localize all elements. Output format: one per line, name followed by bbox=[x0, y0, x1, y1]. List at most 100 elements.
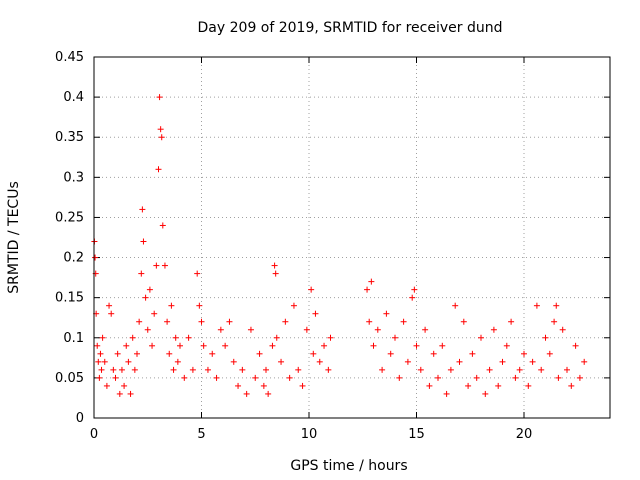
data-point bbox=[110, 366, 117, 373]
data-point bbox=[138, 270, 145, 277]
data-point bbox=[447, 366, 454, 373]
data-point bbox=[411, 286, 418, 293]
data-point bbox=[155, 166, 162, 173]
data-point bbox=[482, 390, 489, 397]
data-point bbox=[94, 342, 101, 349]
data-point bbox=[321, 342, 328, 349]
data-point bbox=[278, 358, 285, 365]
data-point bbox=[168, 302, 175, 309]
y-tick-label: 0.4 bbox=[63, 90, 84, 105]
data-point bbox=[525, 382, 532, 389]
data-point bbox=[185, 334, 192, 341]
data-point bbox=[127, 390, 134, 397]
data-point bbox=[316, 358, 323, 365]
data-point bbox=[533, 302, 540, 309]
data-point bbox=[139, 206, 146, 213]
data-point bbox=[555, 374, 562, 381]
data-point bbox=[426, 382, 433, 389]
data-point bbox=[106, 302, 113, 309]
data-point bbox=[508, 318, 515, 325]
data-point bbox=[473, 374, 480, 381]
data-points bbox=[91, 94, 588, 397]
data-point bbox=[213, 374, 220, 381]
y-tick-label: 0.45 bbox=[55, 50, 84, 65]
x-tick-label: 10 bbox=[301, 427, 318, 442]
data-point bbox=[263, 366, 269, 373]
data-point bbox=[156, 94, 163, 101]
data-point bbox=[400, 318, 407, 325]
y-tick-label: 0.3 bbox=[63, 170, 84, 185]
data-point bbox=[99, 334, 106, 341]
data-point bbox=[243, 390, 250, 397]
data-point bbox=[159, 222, 166, 229]
data-point bbox=[164, 318, 171, 325]
data-point bbox=[131, 366, 138, 373]
y-axis-label: SRMTID / TECUs bbox=[6, 181, 22, 294]
data-point bbox=[112, 374, 119, 381]
data-point bbox=[308, 286, 315, 293]
x-axis-label: GPS time / hours bbox=[290, 458, 407, 474]
data-point bbox=[417, 366, 424, 373]
data-point bbox=[121, 382, 128, 389]
data-point bbox=[153, 262, 160, 269]
data-point bbox=[118, 366, 125, 373]
data-point bbox=[265, 390, 272, 397]
data-point bbox=[460, 318, 467, 325]
data-point bbox=[404, 358, 411, 365]
data-point bbox=[149, 342, 156, 349]
data-point bbox=[123, 342, 130, 349]
data-point bbox=[551, 318, 558, 325]
x-tick-label: 0 bbox=[90, 427, 98, 442]
data-point bbox=[568, 382, 575, 389]
data-point bbox=[299, 382, 306, 389]
data-point bbox=[204, 366, 211, 373]
data-point bbox=[383, 310, 390, 317]
x-tick-label: 15 bbox=[408, 427, 425, 442]
data-point bbox=[247, 326, 254, 333]
data-point bbox=[290, 302, 297, 309]
y-tick-label: 0.05 bbox=[55, 371, 84, 386]
data-point bbox=[146, 286, 153, 293]
data-point bbox=[312, 310, 319, 317]
data-point bbox=[114, 350, 121, 357]
data-point bbox=[103, 382, 110, 389]
data-point bbox=[97, 350, 104, 357]
data-point bbox=[516, 366, 523, 373]
data-point bbox=[282, 318, 289, 325]
data-point bbox=[542, 334, 549, 341]
data-point bbox=[456, 358, 463, 365]
axis-ticks: 0 0.05 0.1 0.15 0.2 0.25 0.3 0.35 0.4 0.45 0 5 10 15 2… bbox=[55, 50, 610, 442]
data-point bbox=[252, 374, 259, 381]
data-point bbox=[396, 374, 403, 381]
data-point bbox=[387, 350, 394, 357]
data-point bbox=[209, 350, 216, 357]
grid-lines bbox=[94, 57, 610, 418]
data-point bbox=[116, 390, 123, 397]
data-point bbox=[194, 270, 201, 277]
data-point bbox=[96, 374, 103, 381]
data-point bbox=[553, 302, 560, 309]
data-point bbox=[469, 350, 476, 357]
data-point bbox=[200, 342, 207, 349]
data-point bbox=[495, 382, 502, 389]
data-point bbox=[170, 366, 177, 373]
data-point bbox=[151, 310, 158, 317]
data-point bbox=[239, 366, 246, 373]
data-point bbox=[374, 326, 381, 333]
y-tick-label: 0.1 bbox=[63, 331, 84, 346]
data-point bbox=[435, 374, 441, 381]
data-point bbox=[108, 310, 115, 317]
data-point bbox=[189, 366, 196, 373]
data-point bbox=[92, 254, 99, 261]
data-point bbox=[392, 334, 398, 341]
data-point bbox=[272, 270, 279, 277]
data-point bbox=[581, 358, 588, 365]
data-point bbox=[222, 342, 229, 349]
data-point bbox=[217, 326, 224, 333]
data-point bbox=[465, 382, 472, 389]
data-point bbox=[559, 326, 566, 333]
data-point bbox=[134, 350, 140, 357]
x-tick-label: 20 bbox=[516, 427, 533, 442]
data-point bbox=[273, 334, 280, 341]
